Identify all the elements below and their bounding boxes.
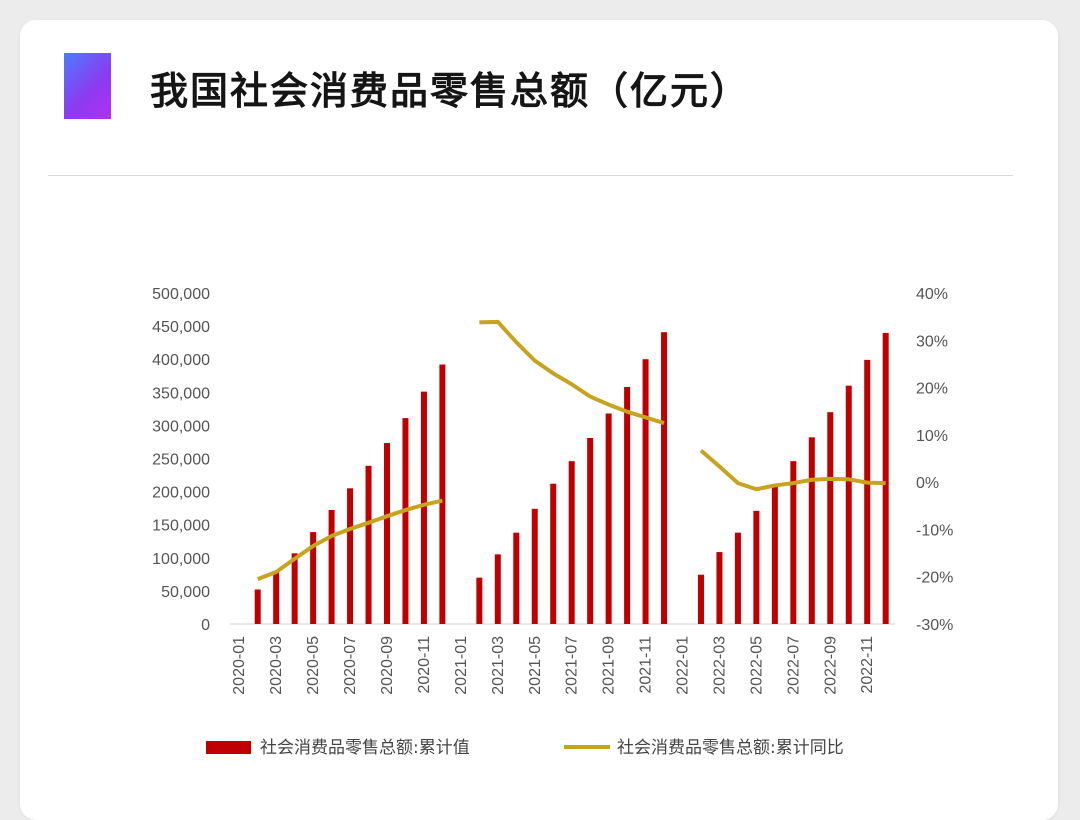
bar xyxy=(328,509,335,624)
x-tick-label: 2022-05 xyxy=(748,636,765,695)
y-left-tick-label: 350,000 xyxy=(152,385,210,402)
x-tick-label: 2020-11 xyxy=(416,636,433,694)
x-tick-label: 2021-11 xyxy=(638,636,655,694)
x-tick-label: 2020-05 xyxy=(305,636,322,695)
y-right-tick-label: 10% xyxy=(916,428,948,445)
x-tick-label: 2021-05 xyxy=(527,636,544,695)
y-right-tick-label: -10% xyxy=(916,522,953,539)
y-left-tick-label: 300,000 xyxy=(152,418,210,435)
bar xyxy=(383,443,390,624)
bar xyxy=(513,532,520,624)
bar xyxy=(254,589,261,624)
bar xyxy=(845,385,852,624)
bar xyxy=(642,359,649,624)
bar xyxy=(402,418,409,624)
title-divider xyxy=(48,175,1013,176)
y-left-tick-label: 100,000 xyxy=(152,551,210,568)
x-tick-label: 2021-07 xyxy=(564,636,581,695)
y-right-tick-label: 30% xyxy=(916,333,948,350)
y-left-tick-label: 400,000 xyxy=(152,352,210,369)
y-left-tick-label: 50,000 xyxy=(161,584,210,601)
x-tick-label: 2020-03 xyxy=(268,636,285,695)
x-tick-label: 2022-03 xyxy=(711,636,728,695)
bar xyxy=(624,387,631,624)
bar xyxy=(365,465,372,624)
x-tick-label: 2021-01 xyxy=(453,636,470,695)
bar xyxy=(310,532,317,624)
y-right-tick-label: -20% xyxy=(916,570,953,587)
bar xyxy=(827,412,834,624)
y-left-tick-label: 0 xyxy=(201,617,210,634)
bar xyxy=(347,488,354,624)
bar xyxy=(439,364,446,624)
page-title: 我国社会消费品零售总额（亿元） xyxy=(150,69,751,113)
x-tick-label: 2022-09 xyxy=(822,636,839,695)
bar xyxy=(771,484,778,624)
x-tick-label: 2020-09 xyxy=(379,636,396,695)
bar xyxy=(864,359,871,624)
bar xyxy=(661,332,668,624)
bar xyxy=(550,483,557,624)
series-line-segment xyxy=(479,319,665,425)
y-left-tick-label: 500,000 xyxy=(152,286,210,303)
bar xyxy=(790,461,797,624)
bar xyxy=(291,553,298,624)
bar xyxy=(753,510,760,624)
x-tick-label: 2021-09 xyxy=(601,636,618,695)
legend-label-line: 社会消费品零售总额:累计同比 xyxy=(617,738,844,758)
bar xyxy=(476,577,483,624)
title-accent-bar xyxy=(64,53,111,119)
bar xyxy=(882,332,889,624)
x-tick-label: 2020-01 xyxy=(231,636,248,695)
x-tick-label: 2022-07 xyxy=(785,636,802,695)
y-left-tick-label: 150,000 xyxy=(152,518,210,535)
y-right-tick-label: 0% xyxy=(916,475,939,492)
y-right-tick-label: -30% xyxy=(916,617,953,634)
chart-svg: 0 50,000 100,000 150,000 200,000 250,000 300,0… xyxy=(152,286,953,758)
bar xyxy=(568,461,575,624)
bar xyxy=(273,571,280,624)
x-tick-label: 2020-07 xyxy=(342,636,359,695)
bar xyxy=(531,508,538,624)
x-tick-label: 2021-03 xyxy=(490,636,507,695)
x-tick-label: 2022-11 xyxy=(859,636,876,694)
series-line-segment xyxy=(256,498,443,581)
bar xyxy=(734,532,741,624)
y-right-tick-label: 40% xyxy=(916,286,948,303)
y-left-tick-label: 450,000 xyxy=(152,319,210,336)
bar xyxy=(697,574,704,624)
legend-bar-swatch xyxy=(206,741,251,754)
bar xyxy=(808,437,815,624)
y-left-tick-label: 200,000 xyxy=(152,485,210,502)
x-tick-label: 2022-01 xyxy=(675,636,692,695)
bar xyxy=(420,391,427,624)
y-right-tick-label: 20% xyxy=(916,381,948,398)
bar xyxy=(716,552,723,624)
y-left-tick-label: 250,000 xyxy=(152,452,210,469)
legend-label-bar: 社会消费品零售总额:累计值 xyxy=(260,738,470,758)
bar xyxy=(587,437,594,624)
bar xyxy=(605,413,612,624)
series-line-segment xyxy=(699,448,886,492)
bar xyxy=(494,554,501,624)
